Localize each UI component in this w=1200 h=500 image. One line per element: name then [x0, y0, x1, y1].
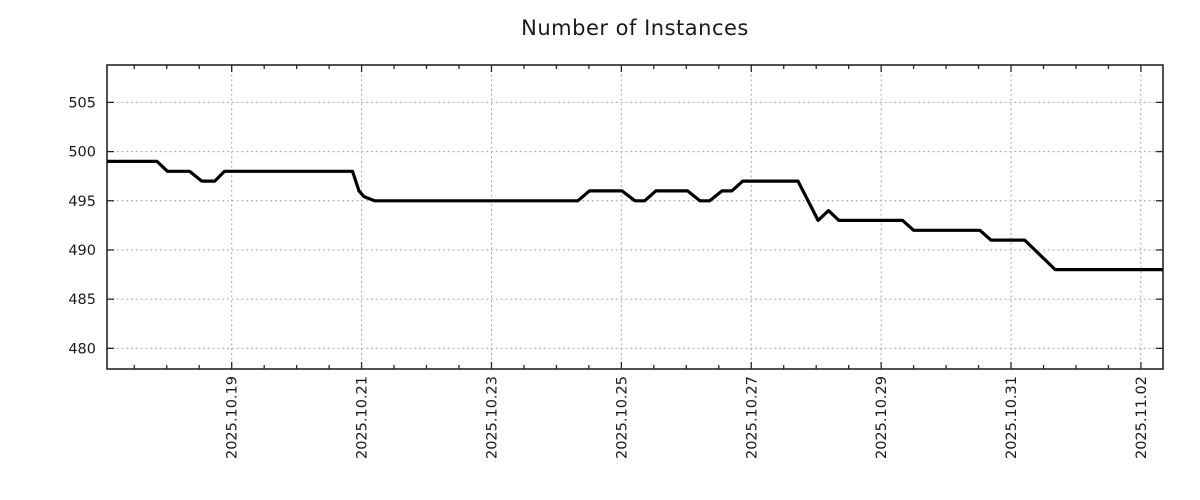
x-tick-label: 2025.10.21 [355, 376, 371, 459]
x-tick-label: 2025.10.25 [614, 376, 630, 459]
x-tick-label: 2025.10.31 [1004, 376, 1020, 459]
x-tick-label: 2025.10.19 [225, 376, 241, 459]
chart-title: Number of Instances [521, 16, 749, 40]
y-tick-label: 500 [68, 145, 96, 161]
x-tick-label: 2025.10.29 [874, 376, 890, 459]
x-tick-label: 2025.10.23 [485, 376, 501, 459]
y-tick-label: 495 [68, 194, 96, 210]
data-line-instances [107, 159, 1163, 272]
x-tick-label: 2025.11.02 [1134, 376, 1150, 459]
x-tick-label: 2025.10.27 [744, 376, 760, 459]
y-tick-label: 485 [68, 292, 96, 308]
y-tick-label: 490 [68, 243, 96, 259]
y-tick-label: 480 [68, 341, 96, 357]
y-tick-label: 505 [68, 95, 96, 111]
plot-border [106, 64, 1164, 370]
